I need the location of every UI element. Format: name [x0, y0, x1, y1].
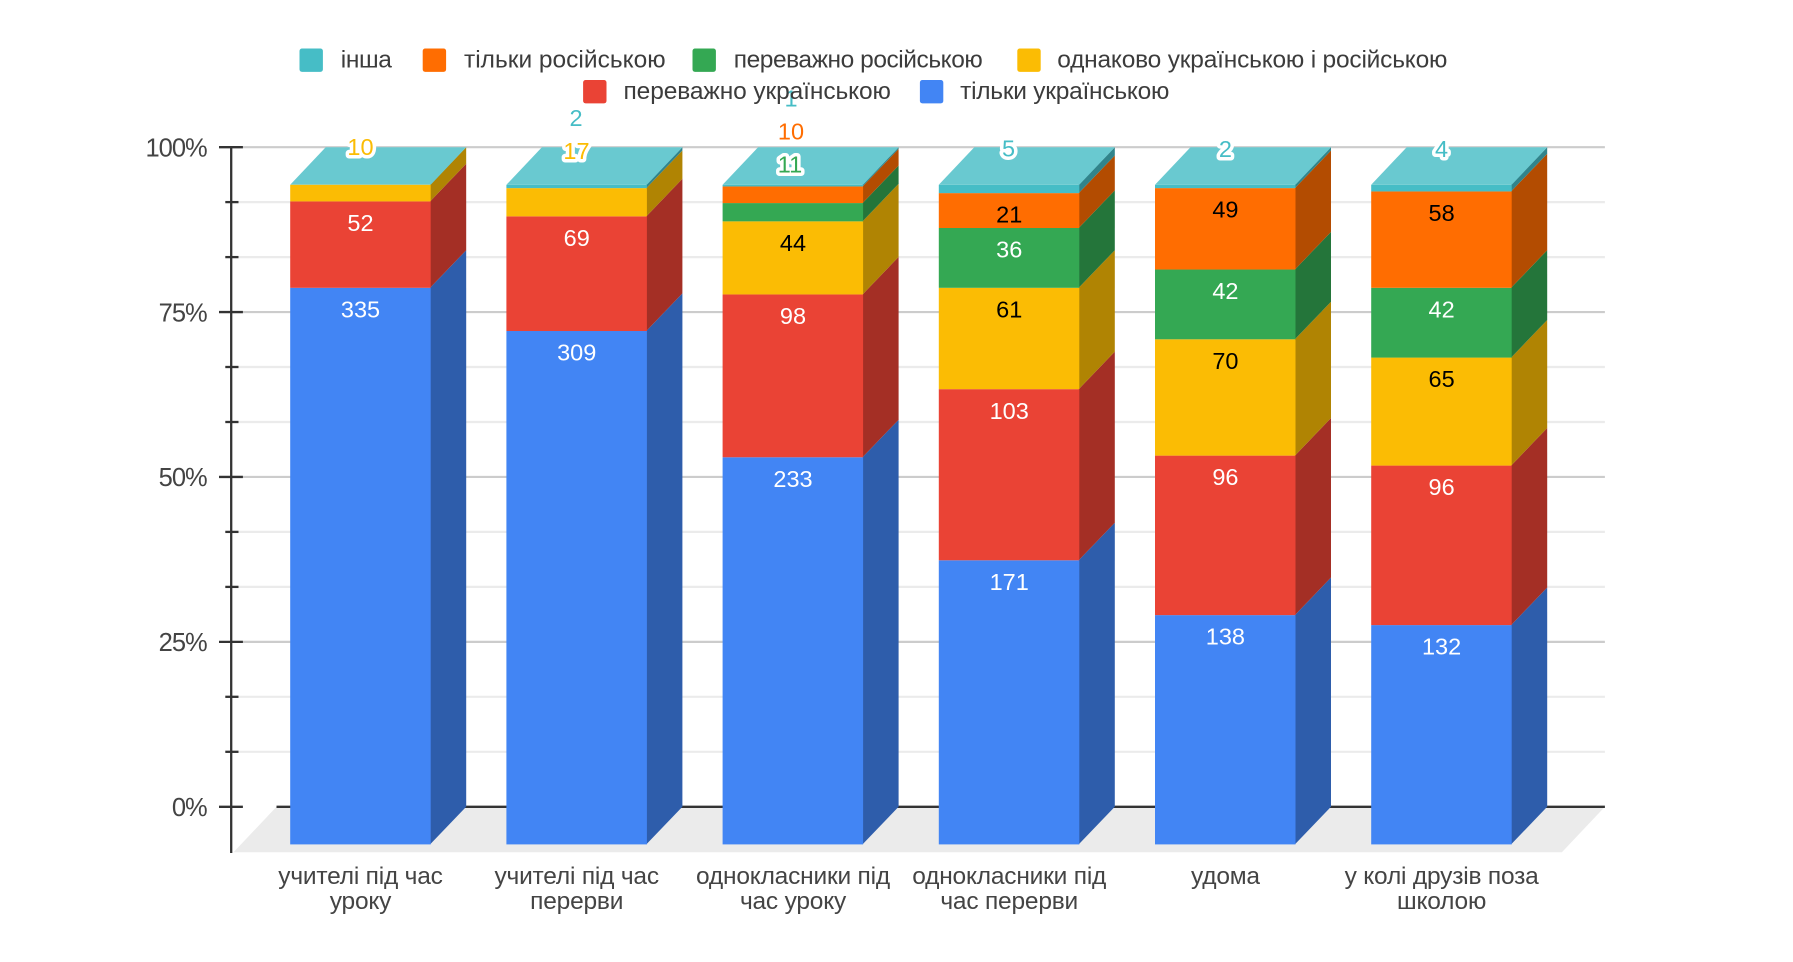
svg-text:уроку: уроку	[330, 888, 392, 915]
svg-text:0%: 0%	[172, 794, 207, 822]
svg-text:учителі під час: учителі під час	[494, 863, 658, 890]
svg-text:44: 44	[780, 230, 806, 256]
svg-text:96: 96	[1212, 464, 1238, 490]
svg-text:25%: 25%	[159, 629, 207, 657]
svg-text:103: 103	[990, 398, 1029, 424]
svg-text:однокласники під: однокласники під	[912, 863, 1106, 890]
svg-text:час перерви: час перерви	[940, 888, 1078, 915]
svg-text:2: 2	[569, 105, 582, 131]
svg-text:100%: 100%	[145, 134, 207, 162]
svg-text:час уроку: час уроку	[740, 888, 847, 915]
svg-text:98: 98	[780, 303, 806, 329]
svg-text:удома: удома	[1191, 863, 1260, 890]
svg-text:5: 5	[1002, 136, 1015, 162]
svg-text:1: 1	[784, 85, 797, 111]
svg-text:у колі друзів поза: у колі друзів поза	[1345, 863, 1540, 890]
svg-text:65: 65	[1429, 366, 1455, 392]
svg-text:138: 138	[1206, 624, 1245, 650]
svg-text:переважно українською: переважно українською	[624, 78, 891, 105]
svg-text:10: 10	[347, 134, 373, 160]
svg-text:школою: школою	[1397, 888, 1486, 915]
svg-text:50%: 50%	[159, 464, 207, 492]
svg-text:52: 52	[347, 210, 373, 236]
svg-text:11: 11	[778, 152, 802, 178]
svg-text:75%: 75%	[159, 299, 207, 327]
svg-text:однокласники під: однокласники під	[696, 863, 890, 890]
svg-text:233: 233	[773, 466, 812, 492]
svg-text:309: 309	[557, 340, 596, 366]
svg-text:36: 36	[996, 237, 1022, 263]
svg-text:42: 42	[1212, 278, 1238, 304]
svg-text:58: 58	[1429, 200, 1455, 226]
svg-text:тільки російською: тільки російською	[464, 46, 666, 73]
svg-text:тільки українською: тільки українською	[960, 78, 1169, 105]
svg-text:інша: інша	[341, 46, 392, 73]
svg-text:4: 4	[1435, 136, 1448, 162]
svg-text:17: 17	[563, 138, 589, 164]
svg-text:однаково українською і російсь: однаково українською і російською	[1057, 46, 1447, 73]
svg-text:2: 2	[1219, 136, 1232, 162]
svg-text:335: 335	[341, 296, 380, 322]
svg-text:70: 70	[1212, 348, 1238, 374]
svg-text:учителі під час: учителі під час	[278, 863, 442, 890]
svg-text:перерви: перерви	[530, 888, 623, 915]
svg-text:171: 171	[990, 569, 1029, 595]
svg-text:переважно російською: переважно російською	[734, 46, 983, 73]
svg-text:10: 10	[778, 118, 804, 144]
svg-text:69: 69	[564, 225, 590, 251]
svg-text:61: 61	[996, 296, 1022, 322]
svg-text:132: 132	[1422, 634, 1461, 660]
svg-text:42: 42	[1429, 296, 1455, 322]
svg-text:49: 49	[1212, 197, 1238, 223]
svg-text:21: 21	[996, 202, 1022, 228]
svg-text:96: 96	[1429, 474, 1455, 500]
